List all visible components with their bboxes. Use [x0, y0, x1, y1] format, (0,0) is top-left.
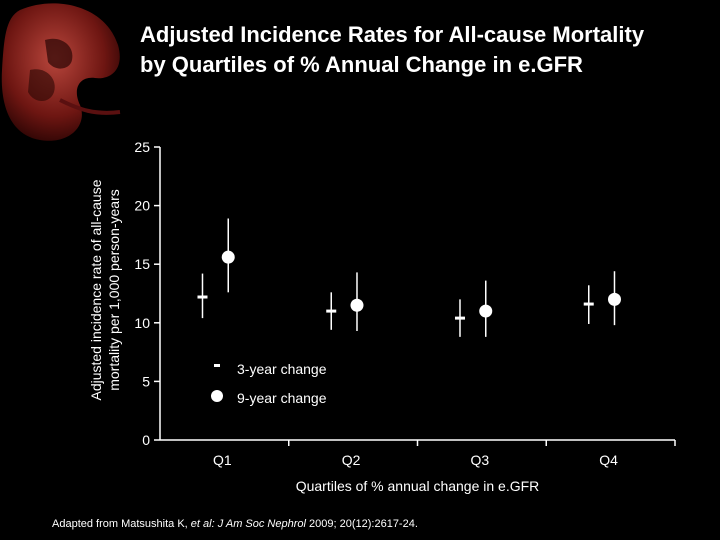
data-point-circle: [479, 304, 493, 318]
citation-prefix: Adapted from Matsushita K,: [52, 518, 191, 530]
legend-marker-dash: [214, 364, 220, 367]
y-tick-label: 15: [134, 256, 150, 272]
data-point-circle: [221, 250, 235, 264]
legend-marker-circle: [211, 390, 223, 402]
y-tick-label: 25: [134, 139, 150, 155]
y-tick-label: 10: [134, 315, 150, 331]
y-tick-label: 5: [142, 373, 150, 389]
legend-label-3-year: 3-year change: [237, 361, 327, 377]
legend-label-9-year: 9-year change: [237, 390, 327, 406]
citation-journal: J Am Soc Nephrol: [217, 518, 306, 530]
data-point-dash: [583, 302, 594, 306]
y-tick-label: 0: [142, 432, 150, 448]
chart-title: Adjusted Incidence Rates for All-cause M…: [140, 20, 710, 80]
title-line-1: Adjusted Incidence Rates for All-cause M…: [140, 22, 645, 47]
citation-suffix: 2009; 20(12):2617-24.: [305, 518, 418, 530]
data-point-circle: [350, 298, 364, 312]
x-tick-label: Q2: [342, 452, 361, 468]
x-tick-label: Q1: [213, 452, 232, 468]
y-tick-label: 20: [134, 198, 150, 214]
data-point-dash: [454, 316, 465, 320]
data-point-dash: [326, 309, 337, 313]
x-tick-label: Q3: [471, 452, 490, 468]
citation-etal: et al:: [190, 518, 215, 530]
title-line-2: by Quartiles of % Annual Change in e.GFR: [140, 52, 583, 77]
x-tick-label: Q4: [599, 452, 618, 468]
data-point-dash: [197, 295, 208, 299]
x-axis-label: Quartiles of % annual change in e.GFR: [295, 478, 540, 494]
kidney-logo: [1, 3, 121, 141]
citation-footer: Adapted from Matsushita K, et al: J Am S…: [52, 518, 418, 530]
data-point-circle: [607, 292, 621, 306]
